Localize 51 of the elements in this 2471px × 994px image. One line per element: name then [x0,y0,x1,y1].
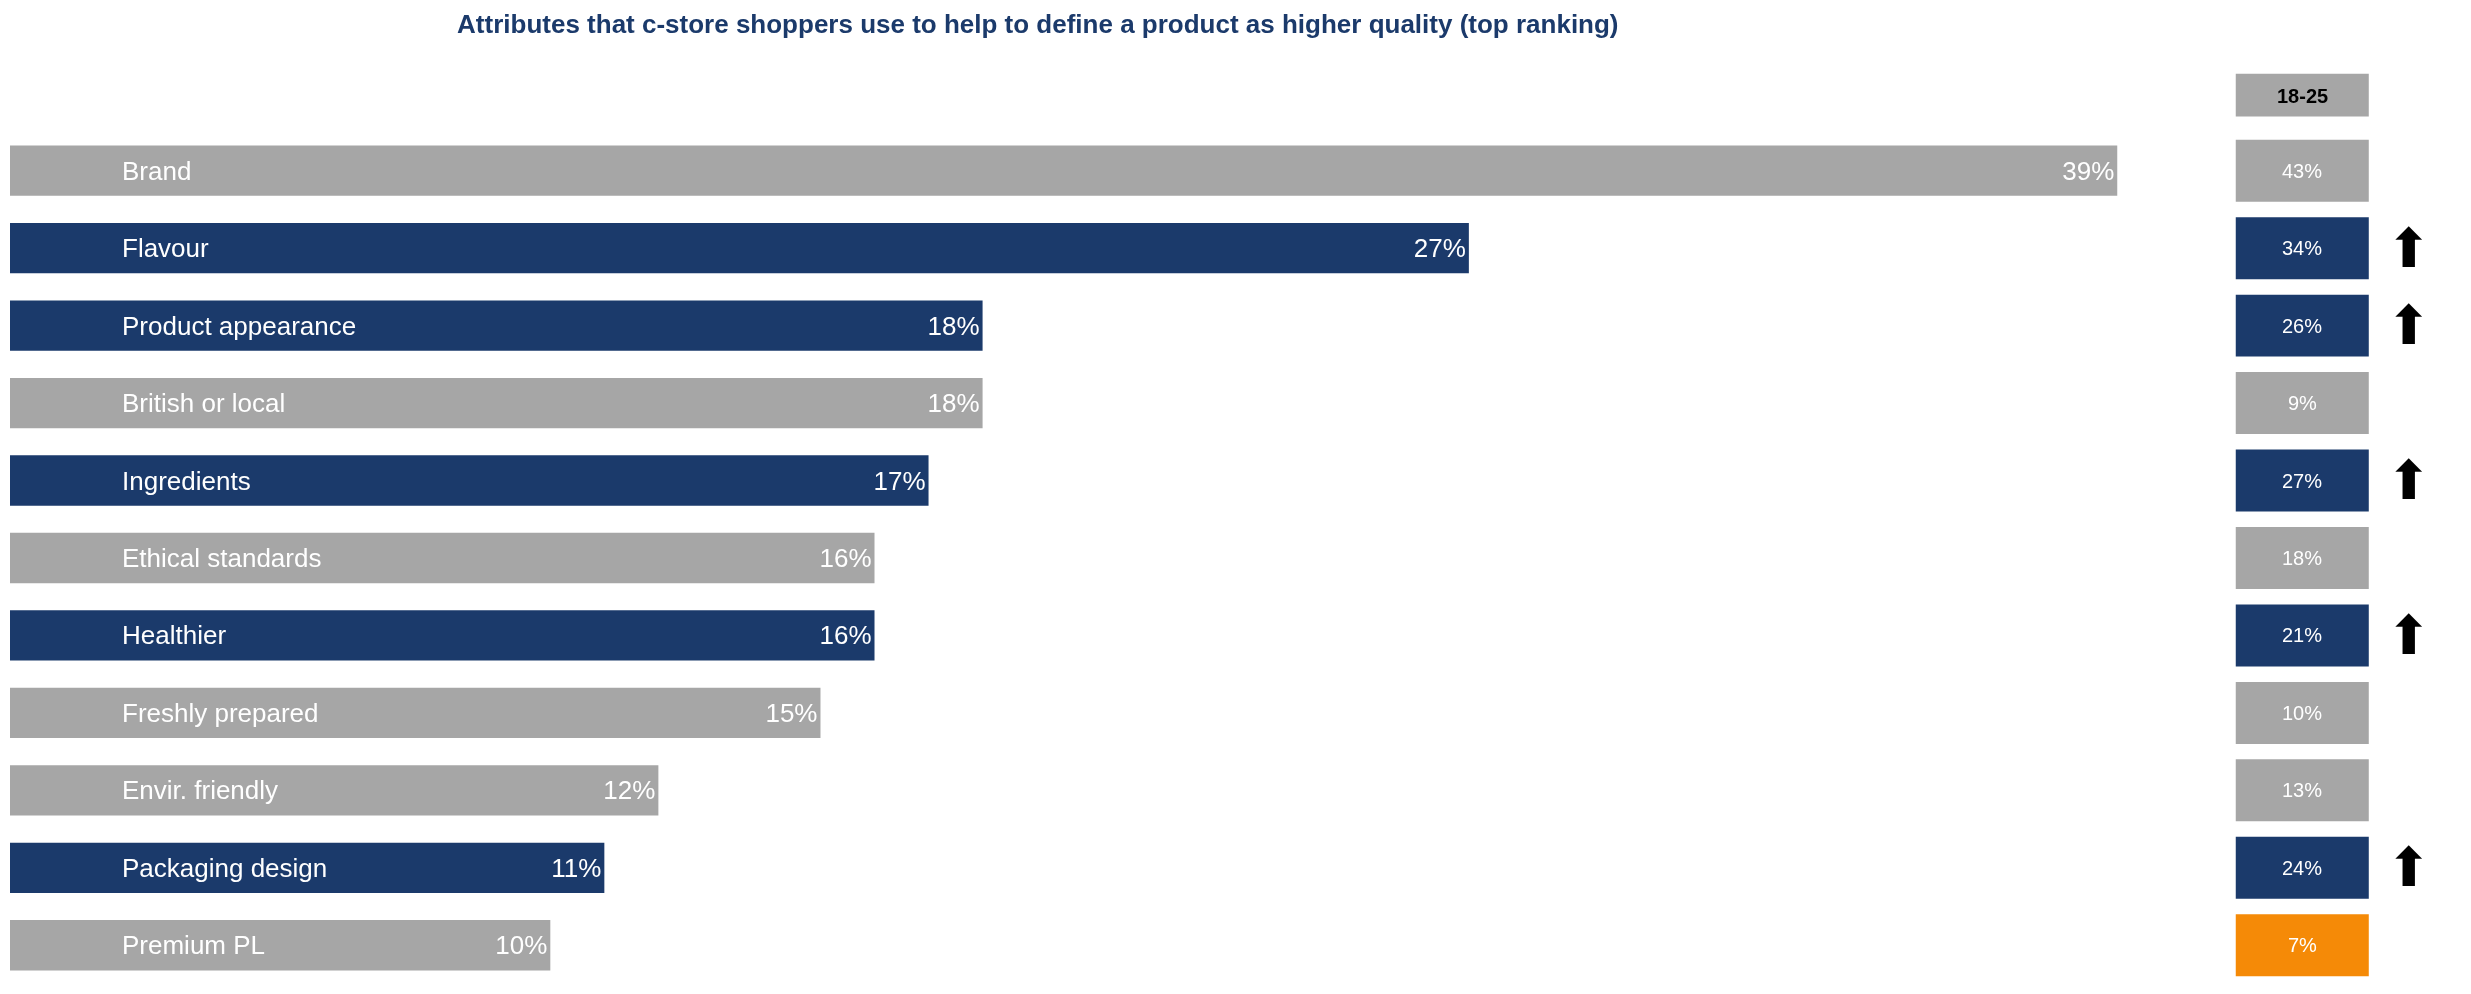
bar [10,842,605,893]
data-label: 27% [1413,233,1466,264]
y-tick-label: Envir. friendly [122,775,279,805]
data-label: 10% [2282,702,2323,724]
y-tick-label: Brand [122,156,192,186]
y-tick-label: Packaging design [122,853,328,883]
y-tick-label: Healthier [122,620,227,650]
data-label: 15% [765,697,818,728]
data-label: 43% [2282,160,2323,182]
bar [10,455,929,506]
y-tick-label: Product appearance [122,311,357,341]
bar [10,377,983,429]
bar [10,765,659,816]
y-tick-label: British or local [122,388,286,418]
data-label: 7% [2288,934,2318,956]
data-label: 17% [873,465,926,496]
y-tick-label: Ethical standards [122,543,322,573]
bar [10,687,821,739]
data-label: 12% [603,775,656,806]
data-label: 18% [927,388,980,419]
data-label: 39% [2062,155,2115,186]
bar [10,610,875,661]
text: ⬆ [2386,836,2432,899]
text: 18-25 [2277,85,2329,107]
data-label: 24% [2282,857,2323,879]
data-label: 9% [2288,392,2318,414]
data-label: 27% [2282,470,2323,492]
y-tick-label: Flavour [122,233,210,263]
data-label: 16% [819,620,872,651]
data-label: 13% [2282,779,2323,801]
data-label: 21% [2282,624,2323,646]
y-tick-label: Premium PL [122,930,266,960]
data-label: 26% [2282,315,2323,337]
data-label: 18% [2282,547,2323,569]
text: ⬆ [2386,294,2432,357]
data-label: 11% [551,852,602,883]
bar [10,532,875,584]
bar [10,222,1469,274]
bar [10,300,983,351]
text: ⬆ [2386,604,2432,667]
y-tick-label: Ingredients [122,466,251,496]
y-tick-label: Freshly prepared [122,698,319,728]
data-label: 16% [819,542,872,573]
text: ⬆ [2386,217,2432,280]
data-label: 34% [2282,237,2323,259]
data-label: 18% [927,310,980,341]
bar [10,145,2118,196]
bar [10,920,551,971]
chart-title: Attributes that c-store shoppers use to help to define a product as higher quality (top ranking) [457,9,1619,40]
text: ⬆ [2386,449,2432,512]
data-label: 10% [495,930,548,961]
